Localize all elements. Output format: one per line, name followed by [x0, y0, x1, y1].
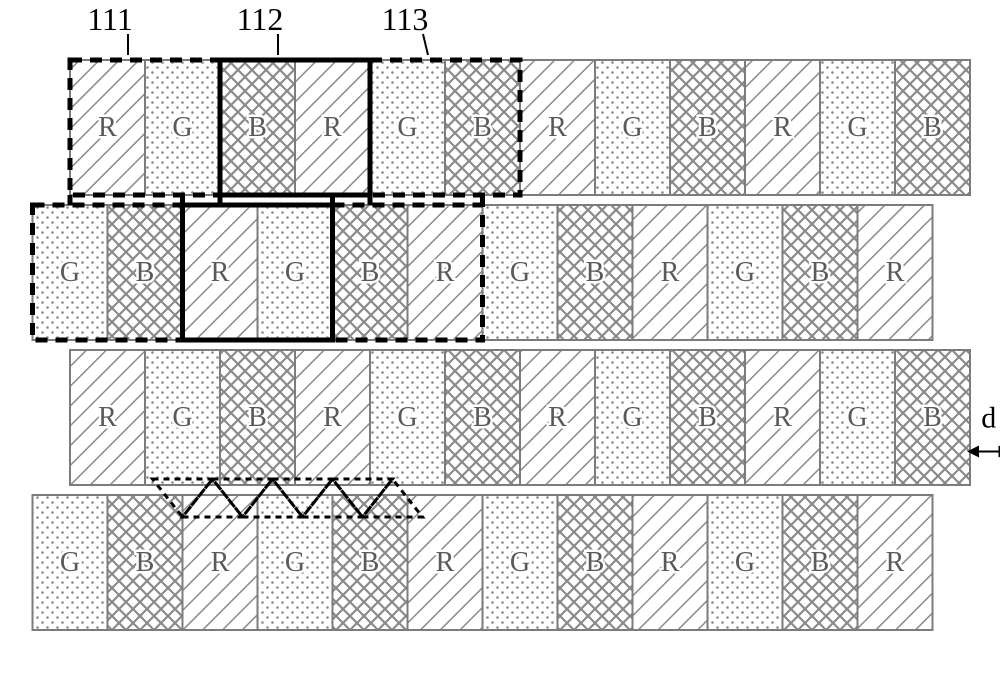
subpixel-label: R: [548, 402, 567, 433]
subpixel-label: G: [397, 112, 417, 143]
dimension-label: d: [981, 402, 996, 435]
subpixel-label: R: [98, 402, 117, 433]
callouts: 111 112 113: [87, 1, 428, 55]
subpixel-label: R: [436, 547, 455, 578]
subpixel-label: R: [98, 112, 117, 143]
subpixel-label: R: [773, 112, 792, 143]
subpixel-label: B: [923, 402, 942, 433]
pixel-array-diagram: R R G G B B R R G G B B R R G G B B R R G G B B G G B B R R G G B B R R G G B B…: [0, 0, 1000, 685]
subpixel-label: G: [622, 402, 642, 433]
subpixel-label: R: [661, 547, 680, 578]
subpixel-label: R: [886, 547, 905, 578]
subpixel-label: B: [136, 547, 155, 578]
callout-leader: [423, 34, 428, 55]
callout-label: 112: [237, 1, 284, 37]
subpixel-label: R: [323, 402, 342, 433]
subpixel-label: R: [548, 112, 567, 143]
subpixel-label: G: [60, 257, 80, 288]
subpixel-label: R: [661, 257, 680, 288]
subpixel-label: B: [698, 402, 717, 433]
subpixel-label: B: [698, 112, 717, 143]
subpixel-label: G: [60, 547, 80, 578]
cells: R R G G B B R R G G B B R R G G B B R R G G B B G G B B R R G G B B R R G G B B…: [33, 60, 971, 630]
subpixel-label: R: [886, 257, 905, 288]
subpixel-label: B: [136, 257, 155, 288]
subpixel-label: R: [773, 402, 792, 433]
subpixel-label: B: [248, 112, 267, 143]
subpixel-label: G: [172, 112, 192, 143]
subpixel-label: B: [586, 257, 605, 288]
subpixel-label: B: [473, 112, 492, 143]
subpixel-label: B: [361, 257, 380, 288]
subpixel-label: G: [510, 257, 530, 288]
subpixel-label: G: [735, 547, 755, 578]
subpixel-label: G: [285, 547, 305, 578]
subpixel-label: B: [811, 547, 830, 578]
subpixel-label: R: [323, 112, 342, 143]
subpixel-label: G: [622, 112, 642, 143]
subpixel-label: R: [211, 257, 230, 288]
subpixel-label: G: [172, 402, 192, 433]
diagram-container: R R G G B B R R G G B B R R G G B B R R G G B B G G B B R R G G B B R R G G B B…: [0, 0, 1000, 685]
subpixel-label: G: [847, 112, 867, 143]
callout-label: 111: [87, 1, 133, 37]
subpixel-label: B: [923, 112, 942, 143]
subpixel-label: R: [436, 257, 455, 288]
subpixel-label: B: [811, 257, 830, 288]
callout-label: 113: [382, 1, 429, 37]
subpixel-label: B: [473, 402, 492, 433]
subpixel-label: G: [397, 402, 417, 433]
subpixel-label: R: [211, 547, 230, 578]
subpixel-label: B: [248, 402, 267, 433]
subpixel-label: G: [847, 402, 867, 433]
subpixel-label: G: [510, 547, 530, 578]
subpixel-label: G: [285, 257, 305, 288]
subpixel-label: B: [586, 547, 605, 578]
subpixel-label: G: [735, 257, 755, 288]
subpixel-label: B: [361, 547, 380, 578]
